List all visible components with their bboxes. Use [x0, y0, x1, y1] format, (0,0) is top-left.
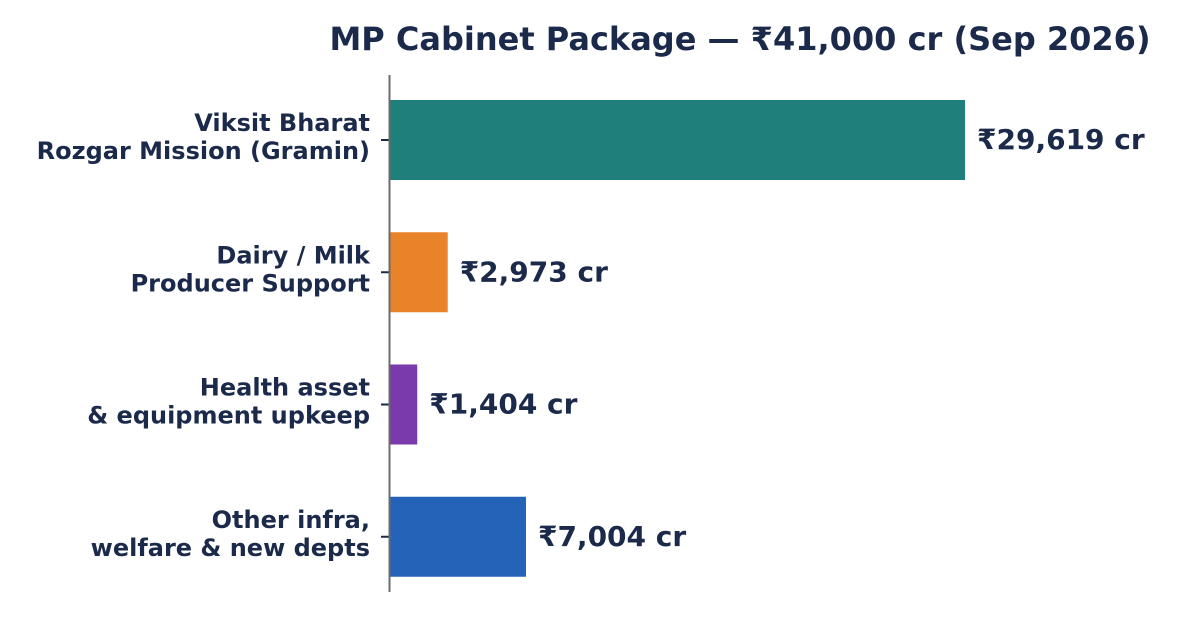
bars-layer: Viksit Bharat Rozgar Mission (Gramin) ₹29,…	[37, 100, 1145, 577]
y-tick-label: Dairy / Milk Producer Support	[131, 241, 371, 297]
bar	[390, 364, 418, 445]
bar-group: Dairy / Milk Producer Support ₹2,973 cr	[131, 232, 608, 313]
bar	[390, 232, 448, 313]
bar-group: Other infra, welfare & new depts ₹7,004 cr	[91, 496, 686, 577]
y-tick-label: Viksit Bharat Rozgar Mission (Gramin)	[37, 109, 370, 165]
bar	[390, 496, 526, 577]
data-label: ₹1,404 cr	[429, 388, 577, 421]
y-tick-label: Health asset & equipment upkeep	[87, 374, 370, 430]
chart-title: MP Cabinet Package — ₹41,000 cr (Sep 202…	[329, 20, 1150, 58]
data-label: ₹29,619 cr	[977, 123, 1145, 156]
y-tick-label: Other infra, welfare & new depts	[91, 506, 370, 562]
bar	[390, 100, 965, 180]
data-label: ₹7,004 cr	[538, 520, 686, 553]
bar-group: Health asset & equipment upkeep ₹1,404 cr	[87, 364, 578, 445]
bar-group: Viksit Bharat Rozgar Mission (Gramin) ₹29,…	[37, 100, 1145, 180]
data-label: ₹2,973 cr	[460, 255, 608, 288]
